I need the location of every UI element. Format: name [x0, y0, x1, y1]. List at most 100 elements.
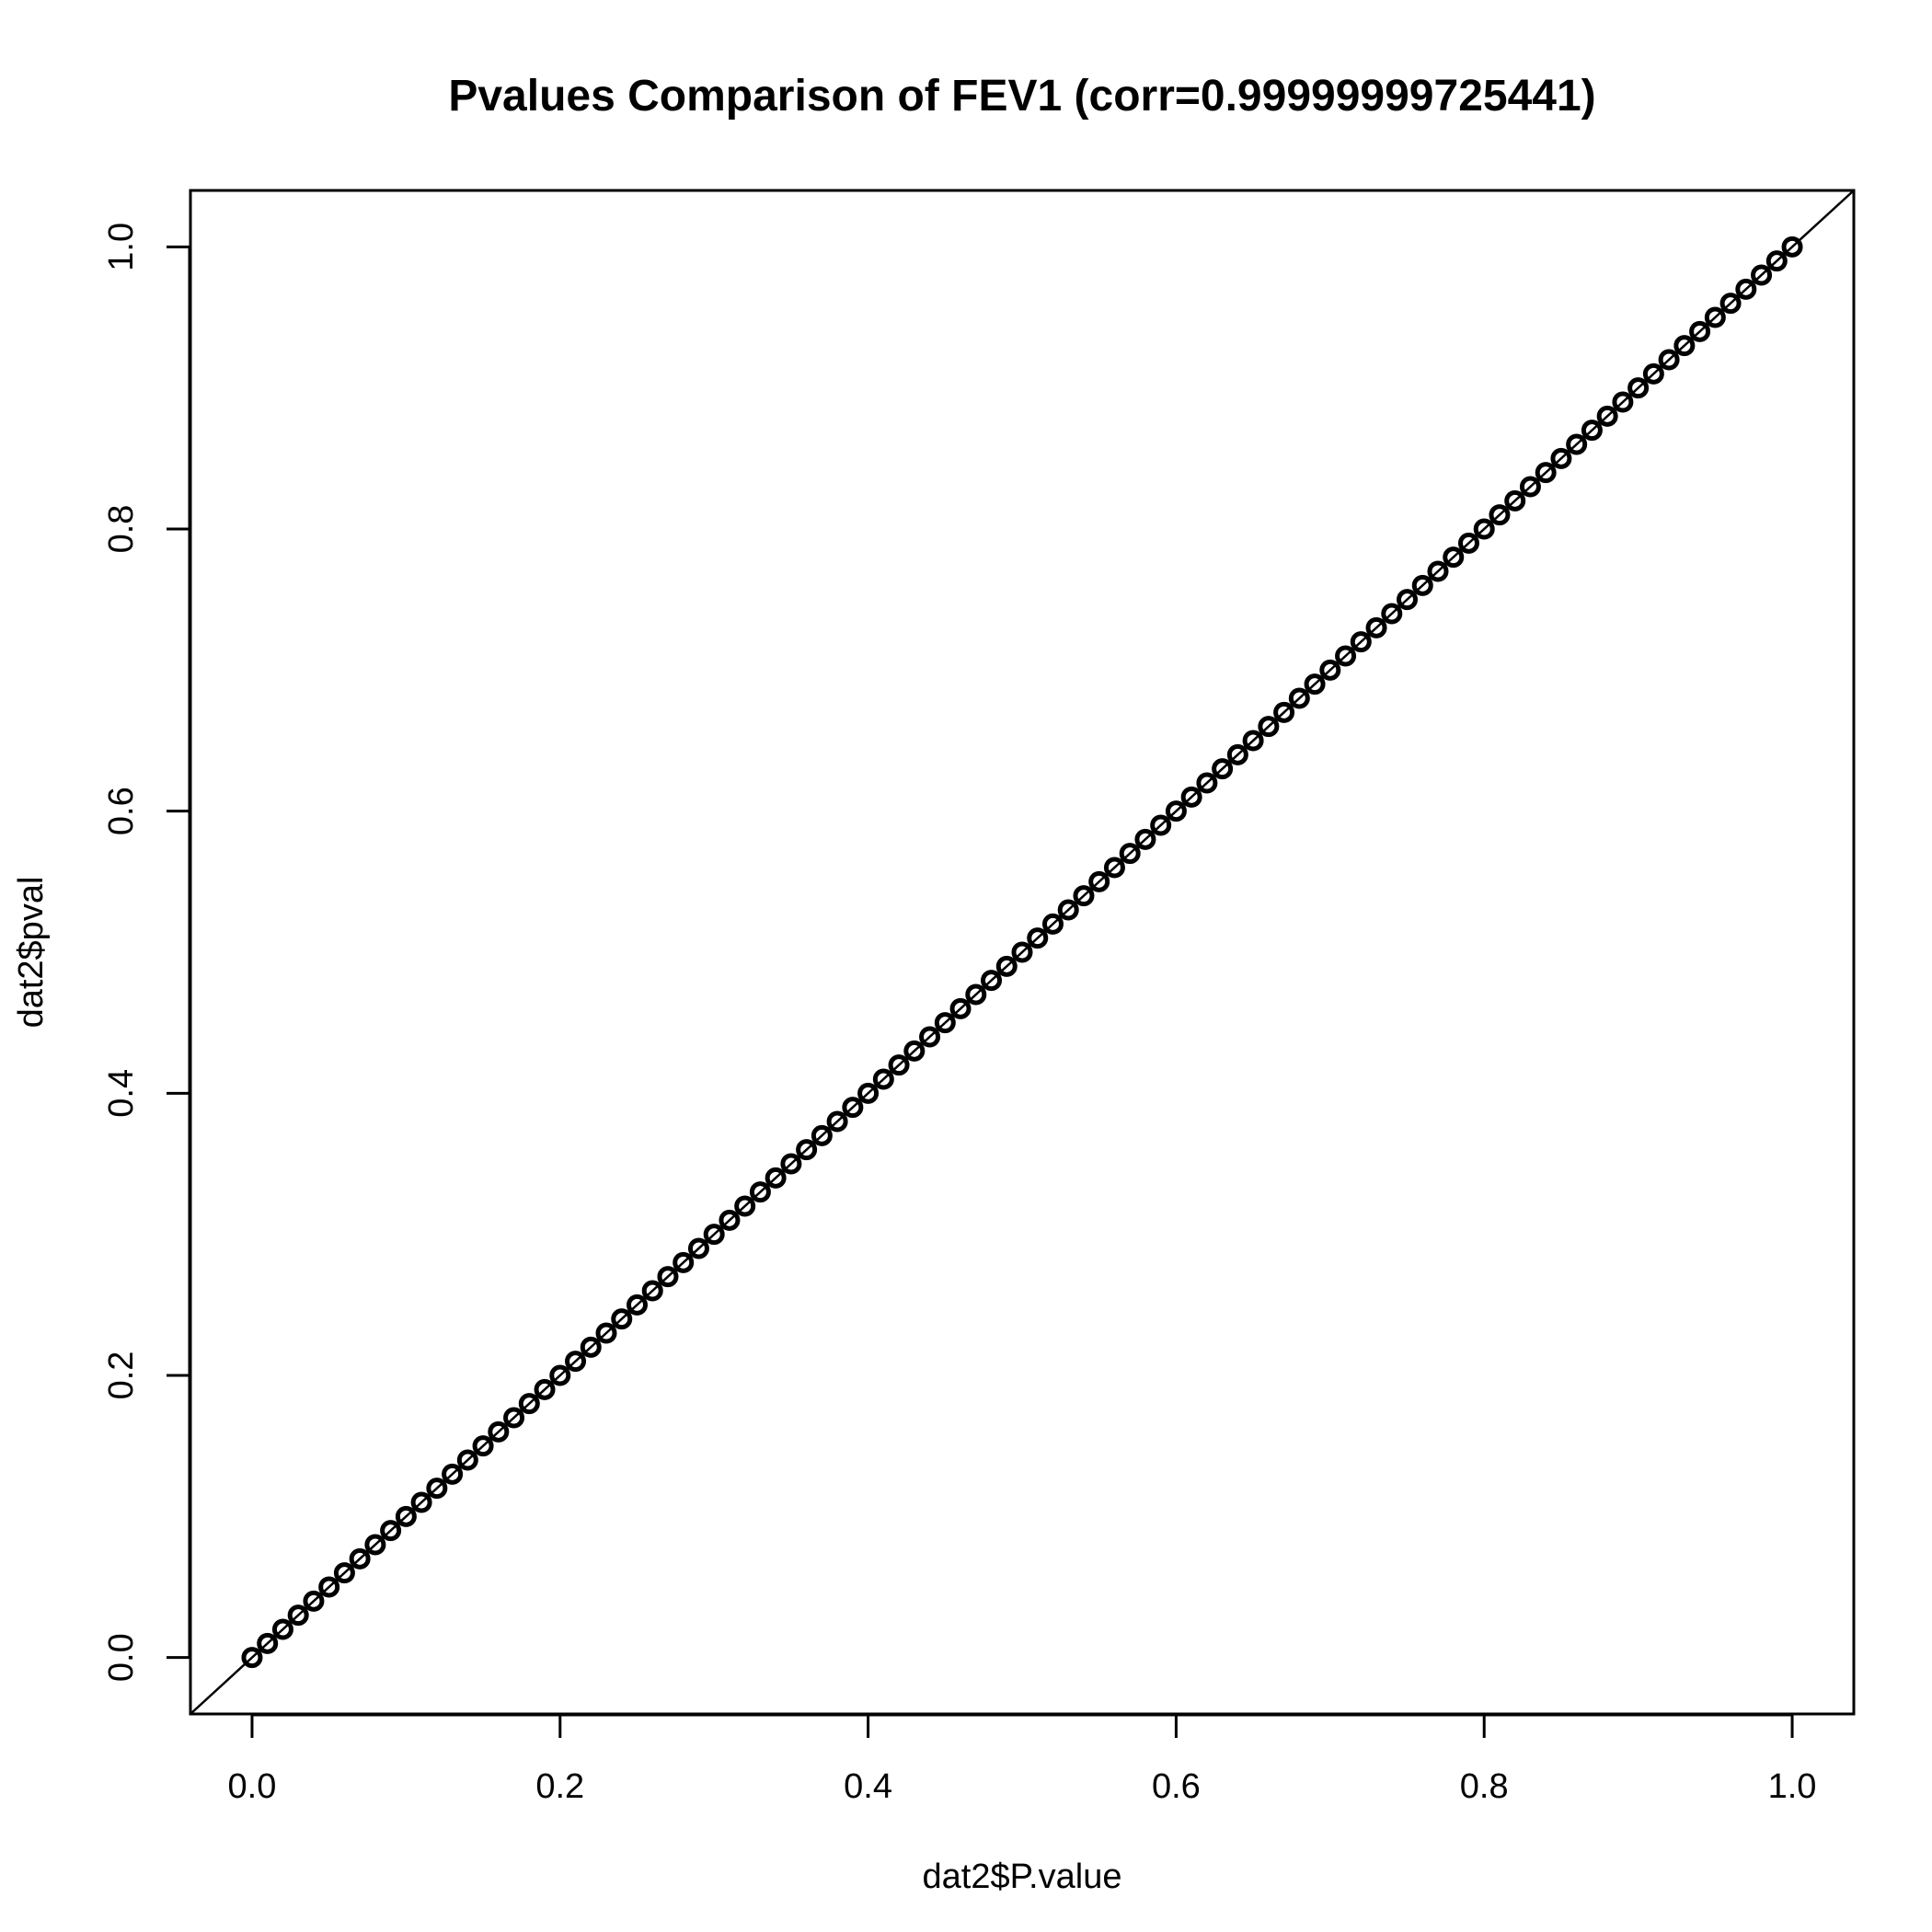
point [1226, 743, 1248, 765]
point [1180, 786, 1202, 808]
point [1673, 335, 1696, 357]
point [687, 1237, 709, 1259]
x-tick-label: 0.8 [1460, 1767, 1509, 1806]
y-tick-label: 0.0 [102, 1633, 141, 1682]
x-tick-label: 0.4 [844, 1767, 892, 1806]
point [1504, 489, 1526, 512]
point [1765, 250, 1788, 272]
point [1381, 603, 1403, 625]
point [1258, 716, 1280, 738]
point [626, 1294, 648, 1316]
point [241, 1647, 263, 1669]
point [734, 1195, 756, 1217]
point [1288, 687, 1310, 709]
point [456, 1449, 478, 1471]
y-tick-label: 1.0 [102, 223, 141, 271]
point [919, 1026, 941, 1048]
plot-frame [189, 189, 1856, 1716]
point [1150, 814, 1172, 836]
point [934, 1012, 956, 1034]
point [995, 955, 1018, 977]
point [1196, 772, 1218, 794]
point [796, 1139, 818, 1161]
point [657, 1266, 679, 1288]
x-tick-label: 1.0 [1768, 1767, 1817, 1806]
point [1411, 574, 1433, 596]
point [1041, 913, 1064, 935]
point [1642, 362, 1664, 385]
point [287, 1604, 309, 1627]
point [1704, 306, 1726, 328]
point [1057, 899, 1079, 921]
point [1719, 293, 1742, 315]
point [1011, 941, 1033, 963]
point [318, 1576, 340, 1598]
point [333, 1562, 355, 1584]
point [472, 1435, 494, 1457]
point [349, 1547, 371, 1570]
point [271, 1618, 293, 1640]
point [703, 1224, 725, 1246]
point [811, 1124, 833, 1146]
x-tick-label: 0.2 [535, 1767, 584, 1806]
point [1165, 800, 1187, 822]
identity-line [190, 190, 1855, 1715]
point [1489, 504, 1511, 526]
y-axis-label: dat2$pval [12, 877, 51, 1029]
point [1443, 546, 1465, 569]
chart-title: Pvalues Comparison of FEV1 (corr=0.99999… [448, 72, 1595, 121]
point [1781, 236, 1803, 258]
point [1027, 927, 1049, 949]
point [1319, 659, 1341, 681]
point [842, 1097, 864, 1119]
point [488, 1420, 510, 1443]
point [965, 983, 987, 1006]
point [765, 1167, 787, 1189]
point [872, 1068, 894, 1090]
point [1134, 828, 1156, 850]
point [1273, 701, 1295, 723]
x-axis-label: dat2$P.value [923, 1857, 1122, 1896]
x-tick-label: 0.0 [228, 1767, 277, 1806]
point [1335, 645, 1357, 667]
point [410, 1491, 432, 1513]
point [1212, 758, 1234, 780]
y-tick-label: 0.4 [102, 1069, 141, 1118]
point [826, 1110, 848, 1133]
point [1457, 532, 1479, 554]
point [1627, 377, 1650, 399]
point [1365, 616, 1387, 638]
point [1350, 631, 1372, 653]
point [426, 1478, 448, 1500]
point [857, 1082, 880, 1104]
point [780, 1153, 802, 1175]
point [303, 1590, 325, 1612]
point [580, 1336, 602, 1358]
y-tick-label: 0.2 [102, 1351, 141, 1400]
point [565, 1351, 587, 1373]
point [1751, 264, 1773, 286]
point [1689, 320, 1711, 342]
point [749, 1181, 771, 1203]
point [981, 970, 1003, 992]
point [395, 1505, 417, 1527]
point [1550, 447, 1572, 469]
point [1535, 462, 1557, 484]
point [1242, 730, 1264, 752]
point [1427, 560, 1449, 582]
point [1612, 391, 1634, 413]
point [380, 1520, 402, 1542]
point [1103, 857, 1125, 879]
point [1735, 278, 1757, 300]
point [1119, 843, 1141, 865]
point [1088, 870, 1110, 892]
point [611, 1308, 633, 1330]
point [1596, 405, 1618, 427]
point [442, 1463, 464, 1485]
point [1473, 518, 1495, 540]
point [1519, 476, 1541, 498]
point [549, 1364, 571, 1386]
